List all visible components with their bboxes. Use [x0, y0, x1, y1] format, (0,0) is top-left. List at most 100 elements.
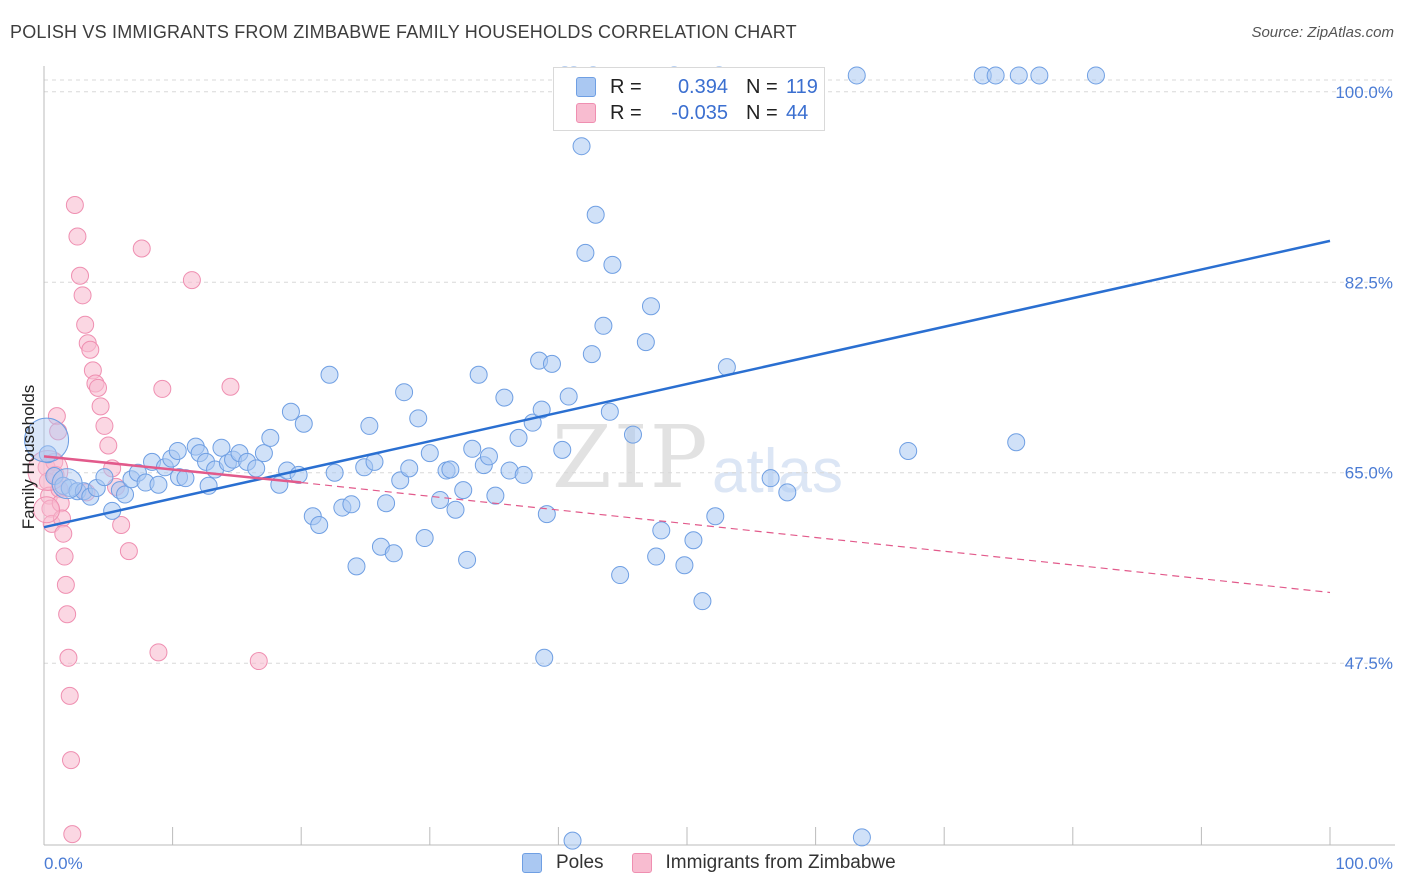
poles-point: [563, 831, 582, 850]
poles-point: [693, 592, 712, 611]
zimbabwe-point: [119, 542, 138, 561]
zimbabwe-point: [99, 436, 118, 455]
poles-point: [254, 444, 273, 463]
zimbabwe-n-label: N =: [746, 101, 778, 124]
poles-point: [847, 66, 866, 85]
poles-point: [594, 316, 613, 335]
poles-point: [623, 425, 642, 444]
y-tick-label: 82.5%: [1345, 273, 1393, 292]
zimbabwe-points: [27, 195, 268, 844]
legend-row-poles: R = 0.394 N = 119: [576, 75, 818, 99]
poles-point: [559, 387, 578, 406]
poles-point: [149, 475, 168, 494]
poles-n-value: 119: [786, 75, 818, 98]
zimbabwe-point: [182, 271, 201, 290]
source-label: Source: ZipAtlas.com: [1251, 24, 1394, 41]
series-legend: Poles Immigrants from Zimbabwe: [522, 852, 924, 874]
poles-cluster-point: [51, 468, 83, 500]
poles-n-label: N =: [746, 75, 778, 98]
poles-point: [454, 481, 473, 500]
poles-point: [600, 402, 619, 421]
zimbabwe-point: [71, 266, 90, 285]
poles-point: [537, 505, 556, 524]
poles-point: [706, 507, 725, 526]
poles-point: [542, 354, 561, 373]
poles-trend-line: [43, 239, 1331, 529]
legend-poles-label: Poles: [556, 852, 604, 873]
poles-point: [1086, 66, 1105, 85]
poles-points: [24, 66, 1105, 850]
poles-point: [986, 66, 1005, 85]
axis-labels: 47.5% 65.0% 82.5% 100.0% 0.0% 100.0% Family Ho…: [19, 83, 1393, 873]
zimbabwe-point: [68, 227, 87, 246]
poles-point: [647, 547, 666, 566]
poles-point: [400, 459, 419, 478]
zimbabwe-point: [60, 686, 79, 705]
zimbabwe-r-label: R =: [610, 101, 642, 124]
zimbabwe-swatch: [576, 103, 596, 123]
poles-point: [684, 531, 703, 550]
poles-point: [576, 243, 595, 262]
x-tick-label-min: 0.0%: [44, 854, 83, 873]
chart-title: POLISH VS IMMIGRANTS FROM ZIMBABWE FAMIL…: [10, 22, 797, 42]
poles-point: [95, 468, 114, 487]
poles-point: [377, 494, 396, 513]
poles-point: [495, 388, 514, 407]
poles-point: [325, 463, 344, 482]
poles-point: [168, 441, 187, 460]
trend-lines: [43, 239, 1331, 594]
poles-point: [116, 485, 135, 504]
zimbabwe-point: [153, 379, 172, 398]
poles-point: [532, 400, 551, 419]
poles-point: [294, 414, 313, 433]
poles-cluster-point: [24, 417, 70, 463]
zimbabwe-point: [149, 643, 168, 662]
zimbabwe-point: [58, 605, 77, 624]
poles-point: [852, 828, 871, 847]
poles-point: [342, 495, 361, 514]
y-tick-label: 100.0%: [1335, 83, 1393, 102]
poles-point: [641, 297, 660, 316]
zimbabwe-n-value: 44: [786, 101, 809, 124]
poles-point: [636, 333, 655, 352]
poles-point: [409, 409, 428, 428]
poles-r-value: 0.394: [677, 75, 728, 98]
poles-r-label: R =: [610, 75, 642, 98]
legend-zimbabwe-swatch: [631, 853, 652, 873]
zimbabwe-point: [132, 239, 151, 258]
zimbabwe-point: [221, 377, 240, 396]
zimbabwe-trend-extension: [301, 481, 1331, 594]
poles-point: [675, 556, 694, 575]
zimbabwe-point: [63, 825, 82, 844]
poles-point: [463, 439, 482, 458]
poles-point: [761, 469, 780, 488]
poles-point: [553, 440, 572, 459]
legend-item-zimbabwe[interactable]: Immigrants from Zimbabwe: [631, 852, 896, 874]
zimbabwe-point: [56, 575, 75, 594]
poles-point: [572, 137, 591, 156]
zimbabwe-point: [62, 751, 81, 770]
poles-point: [1009, 66, 1028, 85]
poles-point: [778, 483, 797, 502]
zimbabwe-point: [73, 286, 92, 305]
poles-point: [391, 471, 410, 490]
zimbabwe-point: [112, 515, 131, 534]
poles-point: [1007, 433, 1026, 452]
poles-point: [384, 544, 403, 563]
poles-point: [1030, 66, 1049, 85]
poles-point: [310, 515, 329, 534]
poles-point: [431, 490, 450, 509]
poles-point: [441, 460, 460, 479]
legend-poles-swatch: [522, 853, 542, 873]
zimbabwe-point: [65, 195, 84, 214]
legend-item-poles[interactable]: Poles: [522, 852, 604, 874]
x-tick-label-max: 100.0%: [1335, 854, 1393, 873]
poles-point: [247, 459, 266, 478]
poles-point: [603, 255, 622, 274]
legend-zimbabwe-label: Immigrants from Zimbabwe: [665, 852, 896, 873]
poles-point: [611, 566, 630, 585]
poles-point: [212, 438, 231, 457]
zimbabwe-point: [81, 340, 100, 359]
zimbabwe-point: [76, 315, 95, 334]
